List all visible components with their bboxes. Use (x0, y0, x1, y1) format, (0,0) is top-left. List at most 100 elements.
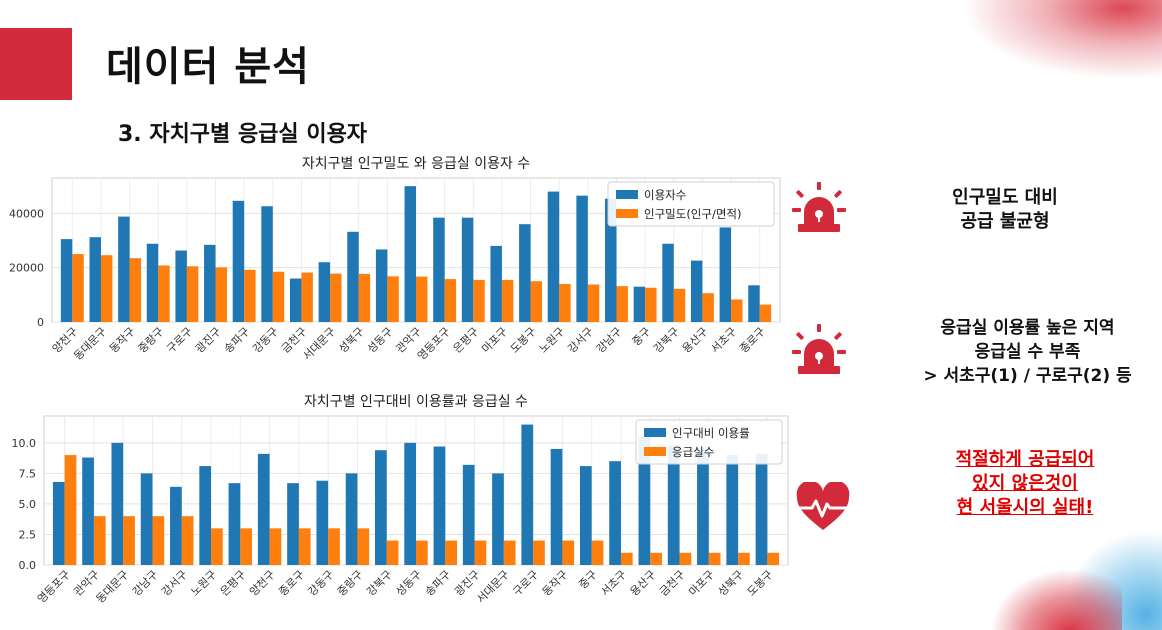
legend-swatch (644, 428, 666, 437)
siren-icon (792, 182, 846, 232)
bar-series1 (719, 227, 732, 322)
decor-corner-bottom-right-red (992, 570, 1122, 630)
legend-box (607, 181, 775, 227)
bar-series1 (345, 473, 358, 565)
bar-series1 (609, 461, 621, 565)
bar-series1 (347, 231, 359, 322)
x-tick-label: 동대문구 (94, 568, 132, 606)
bar-series1 (89, 237, 101, 322)
x-tick-label: 도봉구 (745, 568, 776, 599)
x-tick-label: 성동구 (365, 325, 396, 356)
x-tick-label: 종로구 (276, 568, 307, 599)
y-tick-label: 10.0 (12, 437, 37, 450)
chart-title: 자치구별 인구대비 이용률과 응급실 수 (304, 394, 528, 410)
bar-series2 (330, 273, 342, 322)
bar-series2 (181, 516, 194, 565)
bar-series2 (158, 265, 170, 322)
y-tick-label: 0.0 (19, 559, 37, 572)
x-tick-label: 용산구 (628, 568, 659, 599)
bar-series1 (228, 483, 241, 565)
bar-series2 (587, 284, 600, 322)
x-tick-label: 마포구 (686, 568, 717, 599)
bar-series2 (301, 272, 313, 322)
bar-series1 (199, 466, 212, 565)
bar-series1 (204, 244, 216, 322)
bar-series2 (357, 528, 370, 565)
bar-series1 (375, 249, 388, 322)
bar-series2 (616, 286, 628, 322)
chart-title: 자치구별 인구밀도 와 응급실 이용자 수 (302, 156, 530, 172)
bar-series2 (211, 528, 223, 565)
bar-series1 (82, 457, 94, 565)
bar-series1 (697, 450, 709, 565)
bar-series2 (123, 516, 135, 565)
bar-series2 (186, 266, 199, 322)
legend-swatch (644, 447, 666, 456)
y-tick-label: 5.0 (19, 498, 37, 511)
x-tick-label: 성북구 (716, 568, 747, 599)
bar-series2 (702, 293, 714, 322)
bar-series1 (433, 217, 445, 322)
bar-series1 (667, 445, 680, 565)
bar-series2 (240, 528, 253, 565)
decor-corner-top-right (962, 0, 1162, 80)
bar-series1 (492, 473, 504, 565)
bar-series2 (759, 304, 772, 322)
bar-series2 (473, 279, 485, 322)
bar-series2 (620, 552, 633, 565)
y-tick-label: 7.5 (19, 467, 37, 480)
title-accent-block (0, 28, 72, 100)
bar-series2 (129, 258, 142, 322)
bar-series1 (404, 186, 416, 322)
note-supply-imbalance: 인구밀도 대비 공급 불균형 (930, 186, 1080, 234)
x-tick-label: 서대문구 (474, 568, 512, 606)
heartbeat-icon (796, 482, 850, 530)
bar-series1 (550, 448, 563, 565)
y-tick-label: 20000 (9, 262, 44, 275)
bar-series2 (444, 279, 457, 322)
bar-series1 (433, 446, 446, 565)
bar-series2 (386, 540, 399, 565)
bar-series1 (633, 286, 646, 322)
legend-label: 인구밀도(인구/면적) (644, 207, 742, 221)
legend-swatch (616, 190, 638, 199)
bar-series1 (521, 424, 534, 565)
page-title: 데이터 분석 (106, 44, 310, 90)
note-line: 있지 않은것이 (972, 473, 1078, 494)
bar-series2 (152, 516, 165, 565)
bar-series1 (261, 206, 273, 322)
bar-series2 (328, 528, 340, 565)
x-tick-label: 강동구 (306, 568, 337, 599)
x-tick-label: 성북구 (336, 325, 367, 356)
bar-series2 (562, 540, 575, 565)
bar-series2 (272, 271, 285, 322)
bar-series1 (490, 245, 502, 322)
note-line: 공급 불균형 (960, 211, 1050, 232)
x-tick-label: 서초구 (708, 325, 739, 356)
x-tick-label: 도봉구 (508, 325, 539, 356)
bar-series2 (416, 276, 428, 322)
legend-box (635, 419, 783, 465)
bar-series1 (118, 216, 130, 322)
bar-series2 (501, 279, 514, 322)
bar-series2 (591, 540, 604, 565)
section-subtitle: 3. 자치구별 응급실 이용자 (118, 122, 368, 147)
x-tick-label: 송파구 (222, 325, 253, 356)
bar-series1 (404, 442, 416, 565)
legend-label: 인구대비 이용률 (672, 426, 750, 440)
bar-series2 (387, 276, 399, 322)
x-tick-label: 중구 (630, 325, 654, 349)
bar-series1 (289, 278, 302, 322)
bar-series2 (100, 255, 113, 322)
x-tick-label: 금천구 (656, 567, 687, 598)
bar-series1 (519, 224, 531, 322)
x-tick-label: 중랑구 (136, 325, 167, 356)
bar-series2 (731, 299, 743, 322)
bar-series2 (559, 283, 571, 322)
bar-series1 (576, 195, 588, 322)
x-tick-label: 동작구 (540, 568, 571, 599)
bar-series1 (257, 453, 270, 565)
x-tick-label: 용산구 (680, 325, 711, 356)
x-tick-label: 강북구 (651, 325, 682, 356)
